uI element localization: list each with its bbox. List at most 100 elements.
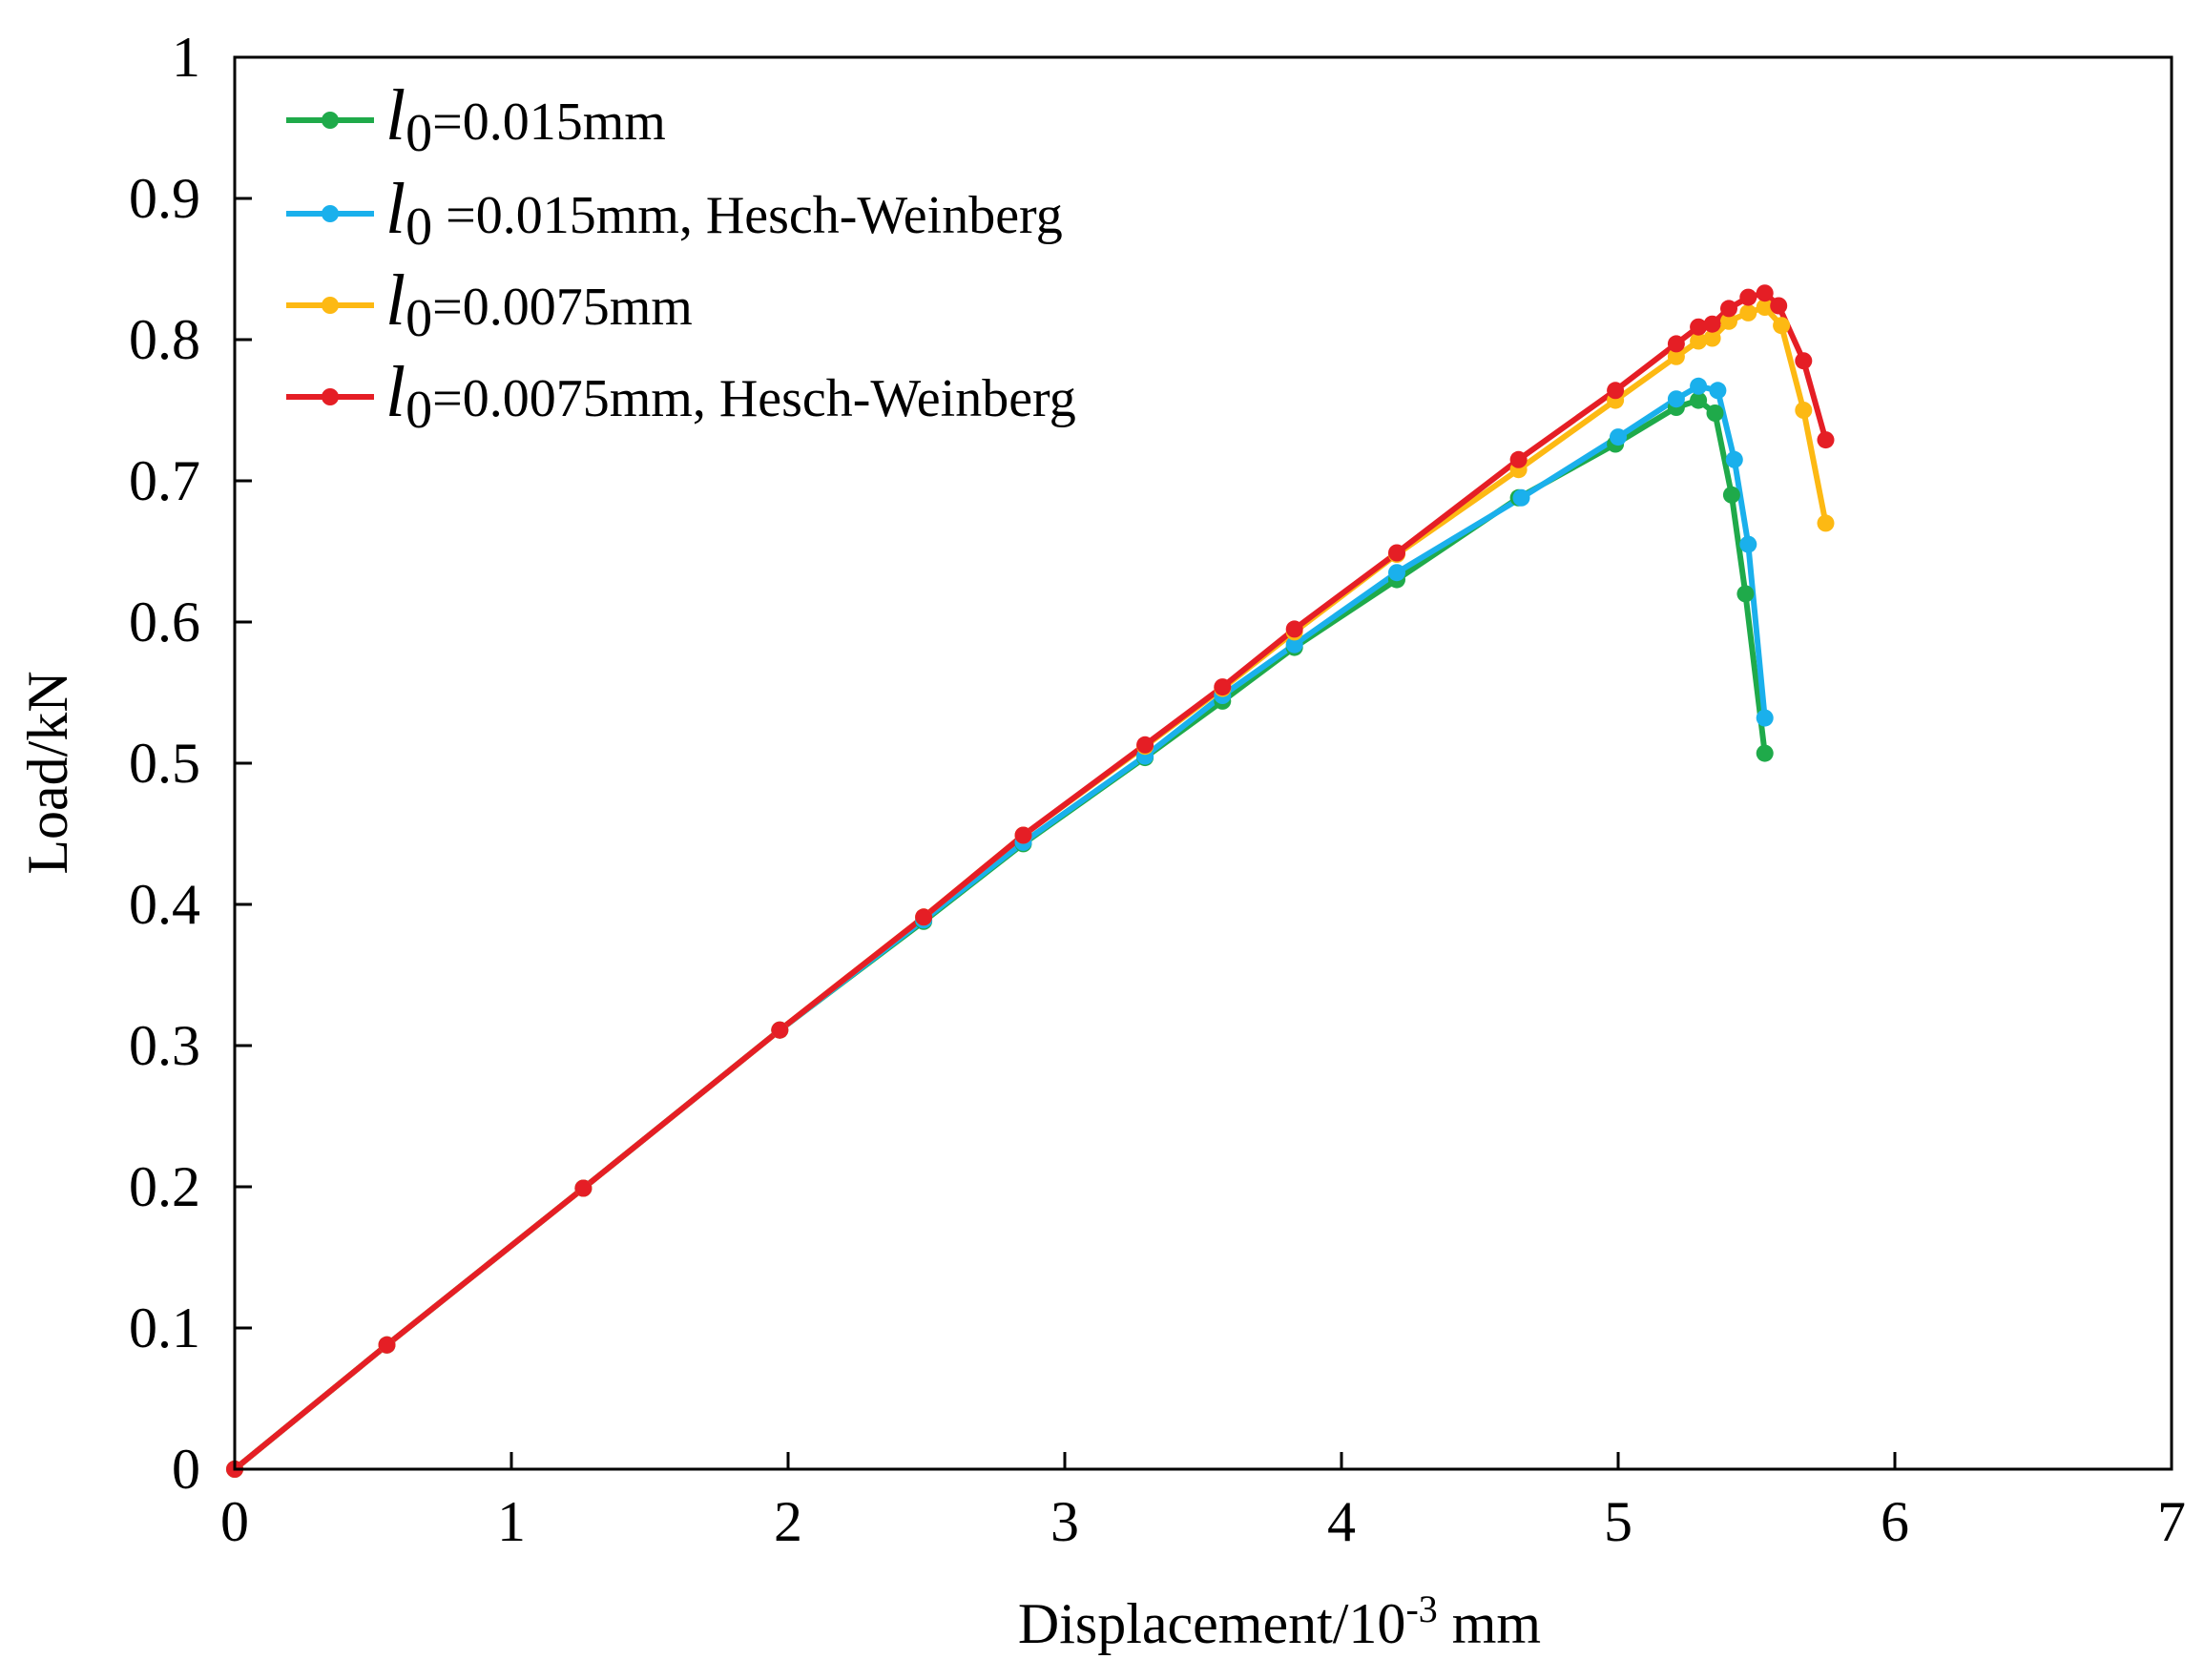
series-layer xyxy=(226,284,1835,1478)
y-tick-label: 0.4 xyxy=(129,873,200,936)
data-point-series-4 xyxy=(1690,318,1708,336)
legend-entry-2: l0 =0.015mm, Hesch-Weinberg xyxy=(286,169,1063,257)
legend-label-subscript: 0 xyxy=(405,289,432,348)
data-point-series-2 xyxy=(1285,635,1303,653)
legend-entry-1: l0=0.015mm xyxy=(286,75,666,163)
legend-entry-4: l0=0.0075mm, Hesch-Weinberg xyxy=(286,352,1076,440)
data-point-series-4 xyxy=(574,1179,593,1197)
x-tick-label: 6 xyxy=(1881,1490,1909,1553)
legend-label-text: =0.0075mm, Hesch-Weinberg xyxy=(432,369,1076,428)
x-tick-labels: 0 1 2 3 4 5 6 7 xyxy=(220,1490,2186,1553)
y-tick-label: 0.6 xyxy=(129,591,200,653)
data-point-series-2 xyxy=(1756,709,1774,727)
data-point-series-4 xyxy=(915,908,933,926)
data-point-series-3 xyxy=(1795,402,1813,419)
data-point-series-2 xyxy=(1388,564,1405,582)
data-point-series-4 xyxy=(1795,352,1813,370)
legend-entry-3: l0=0.0075mm xyxy=(286,260,693,348)
data-point-series-3 xyxy=(1773,317,1791,335)
data-point-series-4 xyxy=(1014,826,1032,844)
x-tick-label: 0 xyxy=(220,1490,249,1553)
data-point-series-4 xyxy=(1509,450,1528,468)
data-point-series-3 xyxy=(1817,514,1835,532)
x-tick-label: 5 xyxy=(1604,1490,1632,1553)
legend-swatch-marker xyxy=(322,112,339,129)
y-tick-label: 0.2 xyxy=(129,1155,200,1218)
legend-label-subscript: 0 xyxy=(405,381,432,440)
legend-swatch-marker xyxy=(322,388,339,405)
series-line-2 xyxy=(232,383,1768,1472)
data-point-series-4 xyxy=(1739,288,1757,306)
data-point-series-4 xyxy=(1817,431,1835,449)
data-point-series-4 xyxy=(771,1021,789,1039)
legend-label-text: =0.0075mm xyxy=(432,278,693,337)
data-point-series-4 xyxy=(1703,315,1721,333)
data-point-series-2 xyxy=(1667,390,1685,408)
data-point-series-4 xyxy=(1285,620,1303,638)
data-point-series-4 xyxy=(1388,544,1405,562)
data-point-series-1 xyxy=(1706,404,1724,422)
data-point-series-1 xyxy=(1690,391,1708,409)
data-point-series-1 xyxy=(1756,744,1774,762)
legend-label-text: =0.015mm xyxy=(432,93,666,152)
legend-label-symbol: l xyxy=(385,352,405,432)
data-point-series-4 xyxy=(378,1336,396,1354)
x-tick-label: 4 xyxy=(1327,1490,1356,1553)
legend-label: l0 =0.015mm, Hesch-Weinberg xyxy=(385,169,1063,257)
y-tick-label: 0.8 xyxy=(129,308,200,371)
legend-swatch-marker xyxy=(322,297,339,314)
data-point-series-4 xyxy=(1720,300,1737,318)
data-point-series-2 xyxy=(1725,450,1743,468)
series-line-4 xyxy=(232,290,1829,1472)
legend-label-symbol: l xyxy=(385,260,405,341)
data-point-series-4 xyxy=(1214,678,1232,696)
data-point-series-3 xyxy=(1739,303,1757,321)
x-tick-label: 2 xyxy=(774,1490,802,1553)
data-point-series-2 xyxy=(1610,428,1627,446)
legend-label-symbol: l xyxy=(385,75,405,156)
legend-label: l0=0.015mm xyxy=(385,75,666,163)
legend-label-subscript: 0 xyxy=(405,104,432,163)
legend-label-symbol: l xyxy=(385,169,405,249)
data-point-series-1 xyxy=(1722,486,1740,504)
y-tick-labels: 0 0.1 0.2 0.3 0.4 0.5 0.6 0.7 0.8 0.9 1 xyxy=(129,26,200,1501)
data-point-series-4 xyxy=(1136,736,1154,754)
y-tick-label: 0 xyxy=(172,1438,200,1501)
data-point-series-3 xyxy=(1690,332,1708,350)
data-point-series-2 xyxy=(1739,535,1757,553)
data-point-series-3 xyxy=(1720,312,1737,330)
data-point-series-3 xyxy=(1667,347,1685,365)
legend-label-text: =0.015mm, Hesch-Weinberg xyxy=(432,186,1063,245)
axis-ticks xyxy=(233,55,2173,1471)
x-axis-title-base: Displacement/10 xyxy=(1018,1592,1406,1655)
data-point-series-3 xyxy=(1756,299,1774,316)
series-line-1 xyxy=(232,397,1768,1472)
plot-frame xyxy=(233,55,2173,1471)
legend-label: l0=0.0075mm xyxy=(385,260,693,348)
data-point-series-4 xyxy=(1756,284,1774,302)
data-point-series-4 xyxy=(1770,297,1788,315)
x-axis-title-exponent: -3 xyxy=(1405,1587,1437,1630)
x-tick-label: 1 xyxy=(497,1490,526,1553)
y-tick-label: 0.9 xyxy=(129,167,200,230)
legend-label-subscript: 0 xyxy=(405,197,432,257)
legend-label: l0=0.0075mm, Hesch-Weinberg xyxy=(385,352,1076,440)
y-tick-label: 0.5 xyxy=(129,732,200,795)
data-point-series-3 xyxy=(1703,329,1721,347)
y-tick-label: 0.1 xyxy=(129,1296,200,1359)
x-axis-title-unit: mm xyxy=(1438,1592,1541,1655)
data-point-series-2 xyxy=(1690,377,1708,395)
x-tick-label: 3 xyxy=(1050,1490,1079,1553)
series-line-3 xyxy=(232,304,1829,1472)
data-point-series-2 xyxy=(1512,488,1530,507)
y-tick-label: 1 xyxy=(172,26,200,89)
y-axis-title: Load/kN xyxy=(16,671,79,874)
data-point-series-1 xyxy=(1736,585,1755,603)
x-axis-title: Displacement/10-3 mm xyxy=(1018,1587,1541,1655)
data-point-series-4 xyxy=(1607,382,1625,400)
legend-swatch-marker xyxy=(322,205,339,222)
y-tick-label: 0.3 xyxy=(129,1014,200,1077)
x-tick-label: 7 xyxy=(2157,1490,2186,1553)
